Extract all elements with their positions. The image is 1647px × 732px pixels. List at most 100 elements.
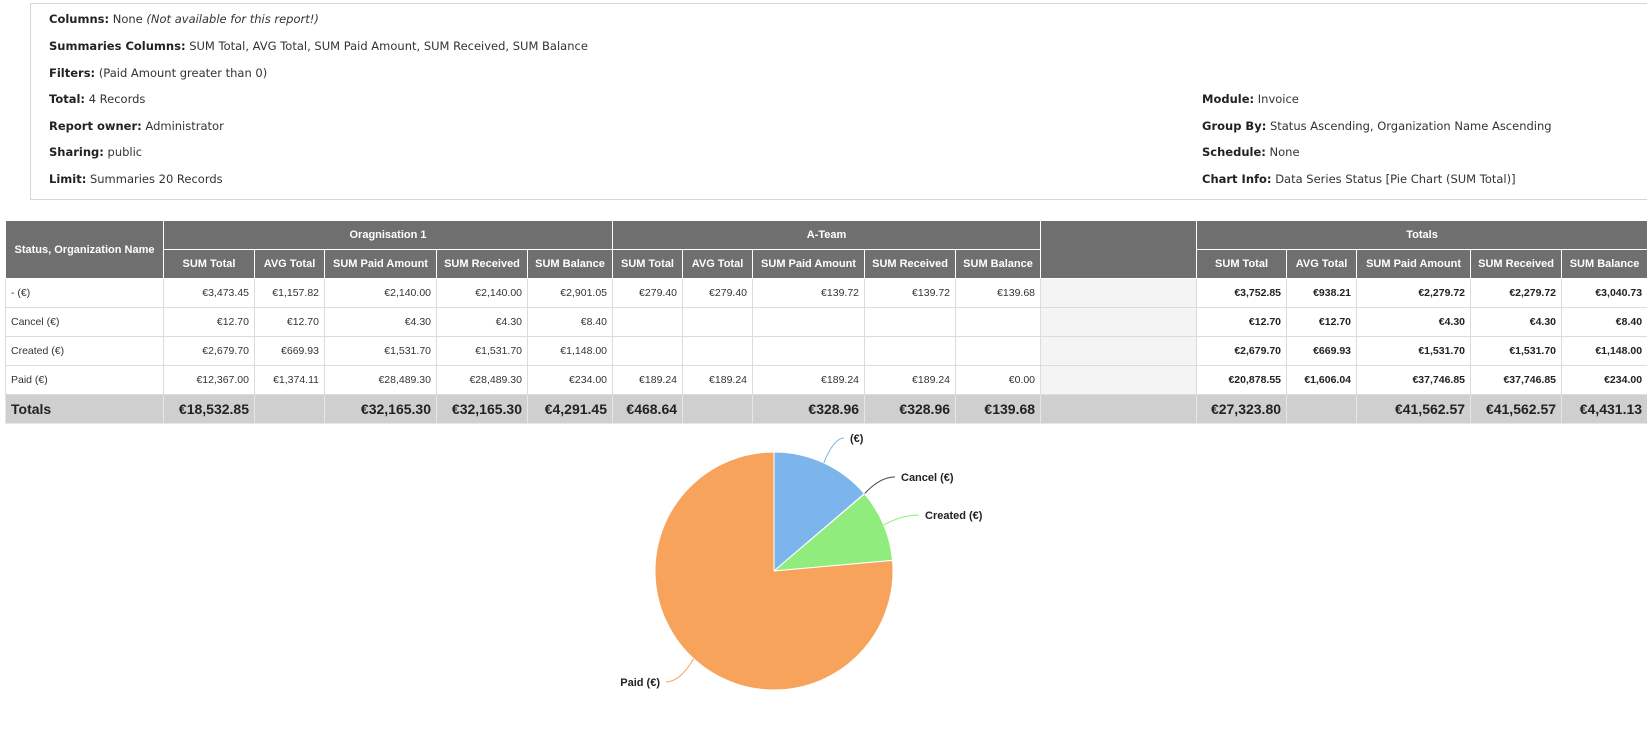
pie-label: Created (€)	[925, 510, 983, 522]
pie-slice[interactable]	[773, 451, 866, 573]
table-cell	[955, 336, 1042, 366]
col-header: SUM Balance	[1561, 249, 1647, 279]
columns-label: Columns:	[49, 12, 110, 26]
pie-connector	[665, 658, 695, 683]
row-label: - (€)	[5, 278, 164, 308]
table-cell	[612, 307, 684, 337]
totals-cell	[254, 394, 325, 424]
totals-cell: €4,291.45	[526, 394, 614, 424]
table-cell	[612, 336, 684, 366]
groupby-label: Group By:	[1202, 119, 1267, 133]
table-cell: €189.24	[682, 365, 754, 395]
totals-cell: €41,562.57	[1470, 394, 1563, 424]
table-cell: €2,679.70	[163, 336, 255, 366]
pie-slice[interactable]	[654, 451, 894, 691]
info-chartinfo: Chart Info: Data Series Status [Pie Char…	[1202, 172, 1516, 186]
table-cell: €12.70	[163, 307, 255, 337]
totals-label: Totals	[5, 394, 164, 424]
table-cell	[955, 307, 1042, 337]
blurred-cell	[1040, 278, 1198, 308]
info-module: Module: Invoice	[1202, 92, 1299, 106]
totals-cell: €41,562.57	[1356, 394, 1472, 424]
table-cell: €234.00	[526, 365, 614, 395]
table-cell: €2,140.00	[436, 278, 528, 308]
table-cell: €0.00	[955, 365, 1042, 395]
info-limit: Limit: Summaries 20 Records	[49, 172, 223, 186]
col-header: SUM Balance	[526, 249, 614, 279]
table-cell: €1,531.70	[324, 336, 437, 366]
table-cell: €1,374.11	[254, 365, 325, 395]
totals-cell: €468.64	[612, 394, 684, 424]
total-label: Total:	[49, 92, 86, 106]
filters-label: Filters:	[49, 66, 96, 80]
table-cell: €8.40	[526, 307, 614, 337]
table-cell	[682, 336, 754, 366]
col-header: AVG Total	[254, 249, 325, 279]
limit-value: Summaries 20 Records	[89, 172, 223, 186]
info-schedule: Schedule: None	[1202, 145, 1300, 159]
table-cell	[752, 336, 866, 366]
table-cell: €4.30	[324, 307, 437, 337]
chartinfo-label: Chart Info:	[1202, 172, 1272, 186]
columns-note: (Not available for this report!)	[146, 12, 319, 26]
blurred-cell	[1040, 307, 1198, 337]
total-cell: €4.30	[1470, 307, 1563, 337]
filters-value: (Paid Amount greater than 0)	[98, 66, 268, 80]
info-summaries: Summaries Columns: SUM Total, AVG Total,…	[49, 39, 588, 53]
blurred-cell	[1040, 336, 1198, 366]
pie-slice[interactable]	[772, 493, 894, 572]
total-cell: €2,279.72	[1356, 278, 1472, 308]
total-cell: €8.40	[1561, 307, 1647, 337]
total-cell: €4.30	[1356, 307, 1472, 337]
summaries-value: SUM Total, AVG Total, SUM Paid Amount, S…	[189, 39, 588, 53]
table-cell	[864, 336, 957, 366]
info-total: Total: 4 Records	[49, 92, 145, 106]
table-cell: €12.70	[254, 307, 325, 337]
table-cell	[752, 307, 866, 337]
totals-cell: €328.96	[864, 394, 957, 424]
col-header: SUM Received	[864, 249, 957, 279]
limit-label: Limit:	[49, 172, 87, 186]
sharing-value: public	[107, 145, 143, 159]
totals-row: Totals €18,532.85 €32,165.30 €32,165.30 €4,2…	[5, 394, 1647, 424]
sharing-label: Sharing:	[49, 145, 104, 159]
pie-chart: (€) Cancel (€) Created (€) Paid (€)	[0, 430, 1647, 732]
groupby-value: Status Ascending, Organization Name Asce…	[1269, 119, 1552, 133]
row-label: Paid (€)	[5, 365, 164, 395]
table-cell: €669.93	[254, 336, 325, 366]
total-cell: €1,531.70	[1356, 336, 1472, 366]
pie-chart-svg: (€) Cancel (€) Created (€) Paid (€)	[620, 433, 983, 691]
pie-connector	[883, 514, 920, 526]
pie-label: Cancel (€)	[901, 472, 954, 484]
module-label: Module:	[1202, 92, 1255, 106]
table-row: - (€) €3,473.45 €1,157.82 €2,140.00 €2,140.0…	[5, 278, 1647, 308]
info-columns: Columns: None (Not available for this re…	[49, 12, 319, 26]
col-header: AVG Total	[1286, 249, 1358, 279]
table-cell: €189.24	[752, 365, 866, 395]
total-cell: €1,606.04	[1286, 365, 1358, 395]
columns-value: None	[112, 12, 143, 26]
schedule-value: None	[1269, 145, 1300, 159]
table-cell: €28,489.30	[436, 365, 528, 395]
total-cell: €234.00	[1561, 365, 1647, 395]
total-value: 4 Records	[88, 92, 146, 106]
total-cell: €37,746.85	[1356, 365, 1472, 395]
pie-connector	[864, 476, 896, 495]
totals-cell	[682, 394, 754, 424]
row-label: Cancel (€)	[5, 307, 164, 337]
col-header: SUM Total	[163, 249, 255, 279]
schedule-label: Schedule:	[1202, 145, 1266, 159]
total-cell: €938.21	[1286, 278, 1358, 308]
totals-cell: €18,532.85	[163, 394, 255, 424]
totals-cell: €27,323.80	[1196, 394, 1288, 424]
total-cell: €37,746.85	[1470, 365, 1563, 395]
group-header-totals: Totals	[1196, 220, 1647, 250]
report-info-panel: Columns: None (Not available for this re…	[30, 3, 1647, 200]
table-cell: €3,473.45	[163, 278, 255, 308]
table-cell: €1,157.82	[254, 278, 325, 308]
col-header: SUM Paid Amount	[1356, 249, 1472, 279]
total-cell: €3,040.73	[1561, 278, 1647, 308]
table-cell: €4.30	[436, 307, 528, 337]
table-cell: €2,901.05	[526, 278, 614, 308]
total-cell: €669.93	[1286, 336, 1358, 366]
